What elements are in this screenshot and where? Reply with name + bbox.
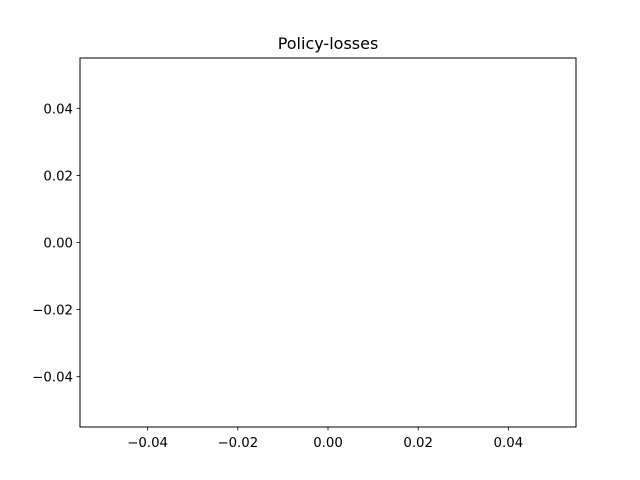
x-tick-label: 0.00 [313,436,343,451]
x-tick-label: −0.04 [127,436,168,451]
x-axis: −0.04 −0.02 0.00 0.02 0.04 [127,427,523,451]
y-tick-label: 0.04 [43,102,73,117]
y-tick-label: −0.04 [32,371,73,386]
chart-title: Policy-losses [278,34,379,53]
x-tick-label: 0.04 [494,436,524,451]
x-tick-label: −0.02 [217,436,258,451]
y-tick-label: 0.00 [43,237,73,252]
plot-area [79,57,577,428]
y-tick-label: −0.02 [32,304,73,319]
x-tick-label: 0.02 [403,436,433,451]
y-tick-label: 0.02 [43,169,73,184]
y-axis: −0.04 −0.02 0.00 0.02 0.04 [32,102,80,386]
